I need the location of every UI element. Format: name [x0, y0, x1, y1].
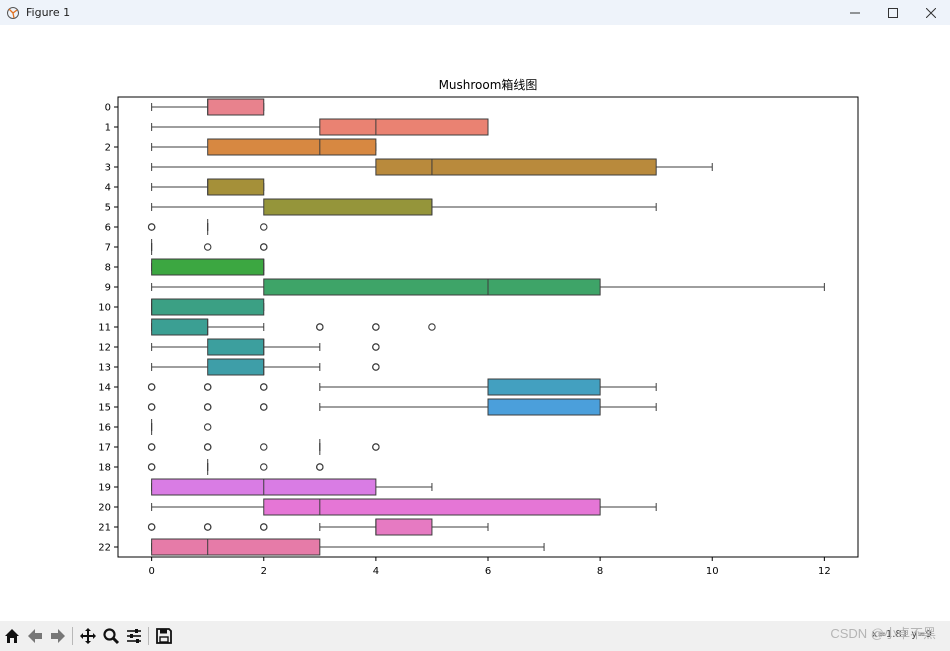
- y-tick-label: 12: [98, 343, 111, 354]
- watermark-text: CSDN @小卓不黑: [830, 626, 936, 641]
- box-outlier-point: [428, 323, 436, 331]
- y-tick-label: 2: [105, 143, 111, 154]
- box-iqr: [319, 118, 489, 136]
- box-iqr: [263, 198, 433, 216]
- arrow-left-icon[interactable]: [24, 625, 46, 647]
- box-outlier-point: [147, 523, 156, 531]
- box-iqr: [151, 298, 265, 316]
- box-iqr: [151, 538, 321, 556]
- boxplot-chart: 0 2 4 6 8 10 120123456789101112131415161718192…: [98, 77, 859, 577]
- y-tick-label: 13: [98, 363, 111, 374]
- x-tick-label: 0: [148, 566, 154, 577]
- box-iqr: [151, 258, 265, 276]
- box-outlier-point: [147, 383, 156, 391]
- y-tick-label: 5: [105, 203, 111, 214]
- y-tick-label: 0: [105, 103, 111, 114]
- x-tick-label: 4: [373, 566, 379, 577]
- box-outlier-point: [203, 383, 212, 391]
- matplotlib-figure-icon: [6, 6, 20, 20]
- box-outlier-point: [203, 523, 212, 531]
- y-tick-label: 22: [98, 543, 111, 554]
- box-outlier-point: [203, 423, 212, 431]
- minimize-icon[interactable]: [836, 0, 874, 25]
- y-tick-label: 17: [98, 443, 111, 454]
- window-titlebar: Figure 1: [0, 0, 950, 25]
- y-tick-label: 4: [105, 183, 111, 194]
- box-outlier-point: [203, 403, 212, 411]
- box-outlier-point: [260, 523, 268, 531]
- cursor-coordinates: x=1.81 y=9: [871, 629, 932, 640]
- box-outlier-point: [260, 443, 268, 451]
- toolbar-separator: [72, 627, 73, 645]
- close-icon[interactable]: [912, 0, 950, 25]
- y-tick-label: 20: [98, 503, 111, 514]
- move-icon[interactable]: [77, 625, 99, 647]
- y-tick-label: 15: [98, 403, 111, 414]
- box-iqr: [151, 318, 209, 336]
- box-outlier-point: [147, 403, 156, 411]
- box-iqr: [263, 278, 601, 296]
- box-iqr: [487, 378, 601, 396]
- arrow-right-icon[interactable]: [47, 625, 69, 647]
- y-tick-label: 7: [105, 243, 111, 254]
- floppy-disk-icon[interactable]: [153, 625, 175, 647]
- y-tick-label: 21: [98, 523, 111, 534]
- sliders-icon[interactable]: [123, 625, 145, 647]
- box-outlier-point: [316, 323, 324, 331]
- x-tick-label: 2: [261, 566, 267, 577]
- x-tick-label: 6: [485, 566, 491, 577]
- box-iqr: [375, 518, 433, 536]
- box-outlier-point: [260, 403, 268, 411]
- x-tick-label: 12: [818, 566, 831, 577]
- x-tick-label: 10: [706, 566, 719, 577]
- y-tick-label: 18: [98, 463, 111, 474]
- box-outlier-point: [260, 463, 268, 471]
- box-outlier-point: [147, 443, 156, 451]
- y-tick-label: 14: [98, 383, 111, 394]
- box-outlier-point: [260, 223, 268, 231]
- box-outlier-point: [316, 463, 324, 471]
- box-iqr: [263, 498, 601, 516]
- home-icon[interactable]: [1, 625, 23, 647]
- box-iqr: [207, 358, 265, 376]
- box-iqr: [207, 178, 265, 196]
- toolbar-separator: [148, 627, 149, 645]
- figure-canvas[interactable]: 0 2 4 6 8 10 12 0 1 2 3 4 5 6 7 8 9 10 11 12 13 14 15 16 17 18 19 2…: [0, 25, 950, 621]
- magnifier-icon[interactable]: [100, 625, 122, 647]
- box-outlier-point: [372, 343, 380, 351]
- box-outlier-point: [260, 243, 268, 251]
- box-iqr: [207, 98, 265, 116]
- box-outlier-point: [203, 443, 212, 451]
- y-tick-label: 3: [105, 163, 111, 174]
- maximize-icon[interactable]: [874, 0, 912, 25]
- box-iqr: [207, 138, 377, 156]
- box-iqr: [487, 398, 601, 416]
- window-title: Figure 1: [26, 6, 71, 19]
- navigation-toolbar: x=1.81 y=9 CSDN @小卓不黑: [0, 621, 950, 651]
- chart-title: Mushroom箱线图: [439, 77, 538, 92]
- box-outlier-point: [147, 463, 156, 471]
- box-outlier-point: [372, 443, 380, 451]
- box-outlier-point: [372, 363, 380, 371]
- y-tick-label: 11: [98, 323, 111, 334]
- box-iqr: [375, 158, 657, 176]
- y-tick-label: 8: [105, 263, 111, 274]
- box-outlier-point: [260, 383, 268, 391]
- y-tick-label: 9: [105, 283, 111, 294]
- y-tick-label: 1: [105, 123, 111, 134]
- box-iqr: [207, 338, 265, 356]
- y-tick-label: 16: [98, 423, 111, 434]
- y-tick-label: 10: [98, 303, 111, 314]
- x-tick-label: 8: [597, 566, 603, 577]
- box-outlier-point: [147, 223, 156, 231]
- y-tick-label: 6: [105, 223, 111, 234]
- y-tick-label: 19: [98, 483, 111, 494]
- box-outlier-point: [372, 323, 380, 331]
- box-outlier-point: [203, 243, 212, 251]
